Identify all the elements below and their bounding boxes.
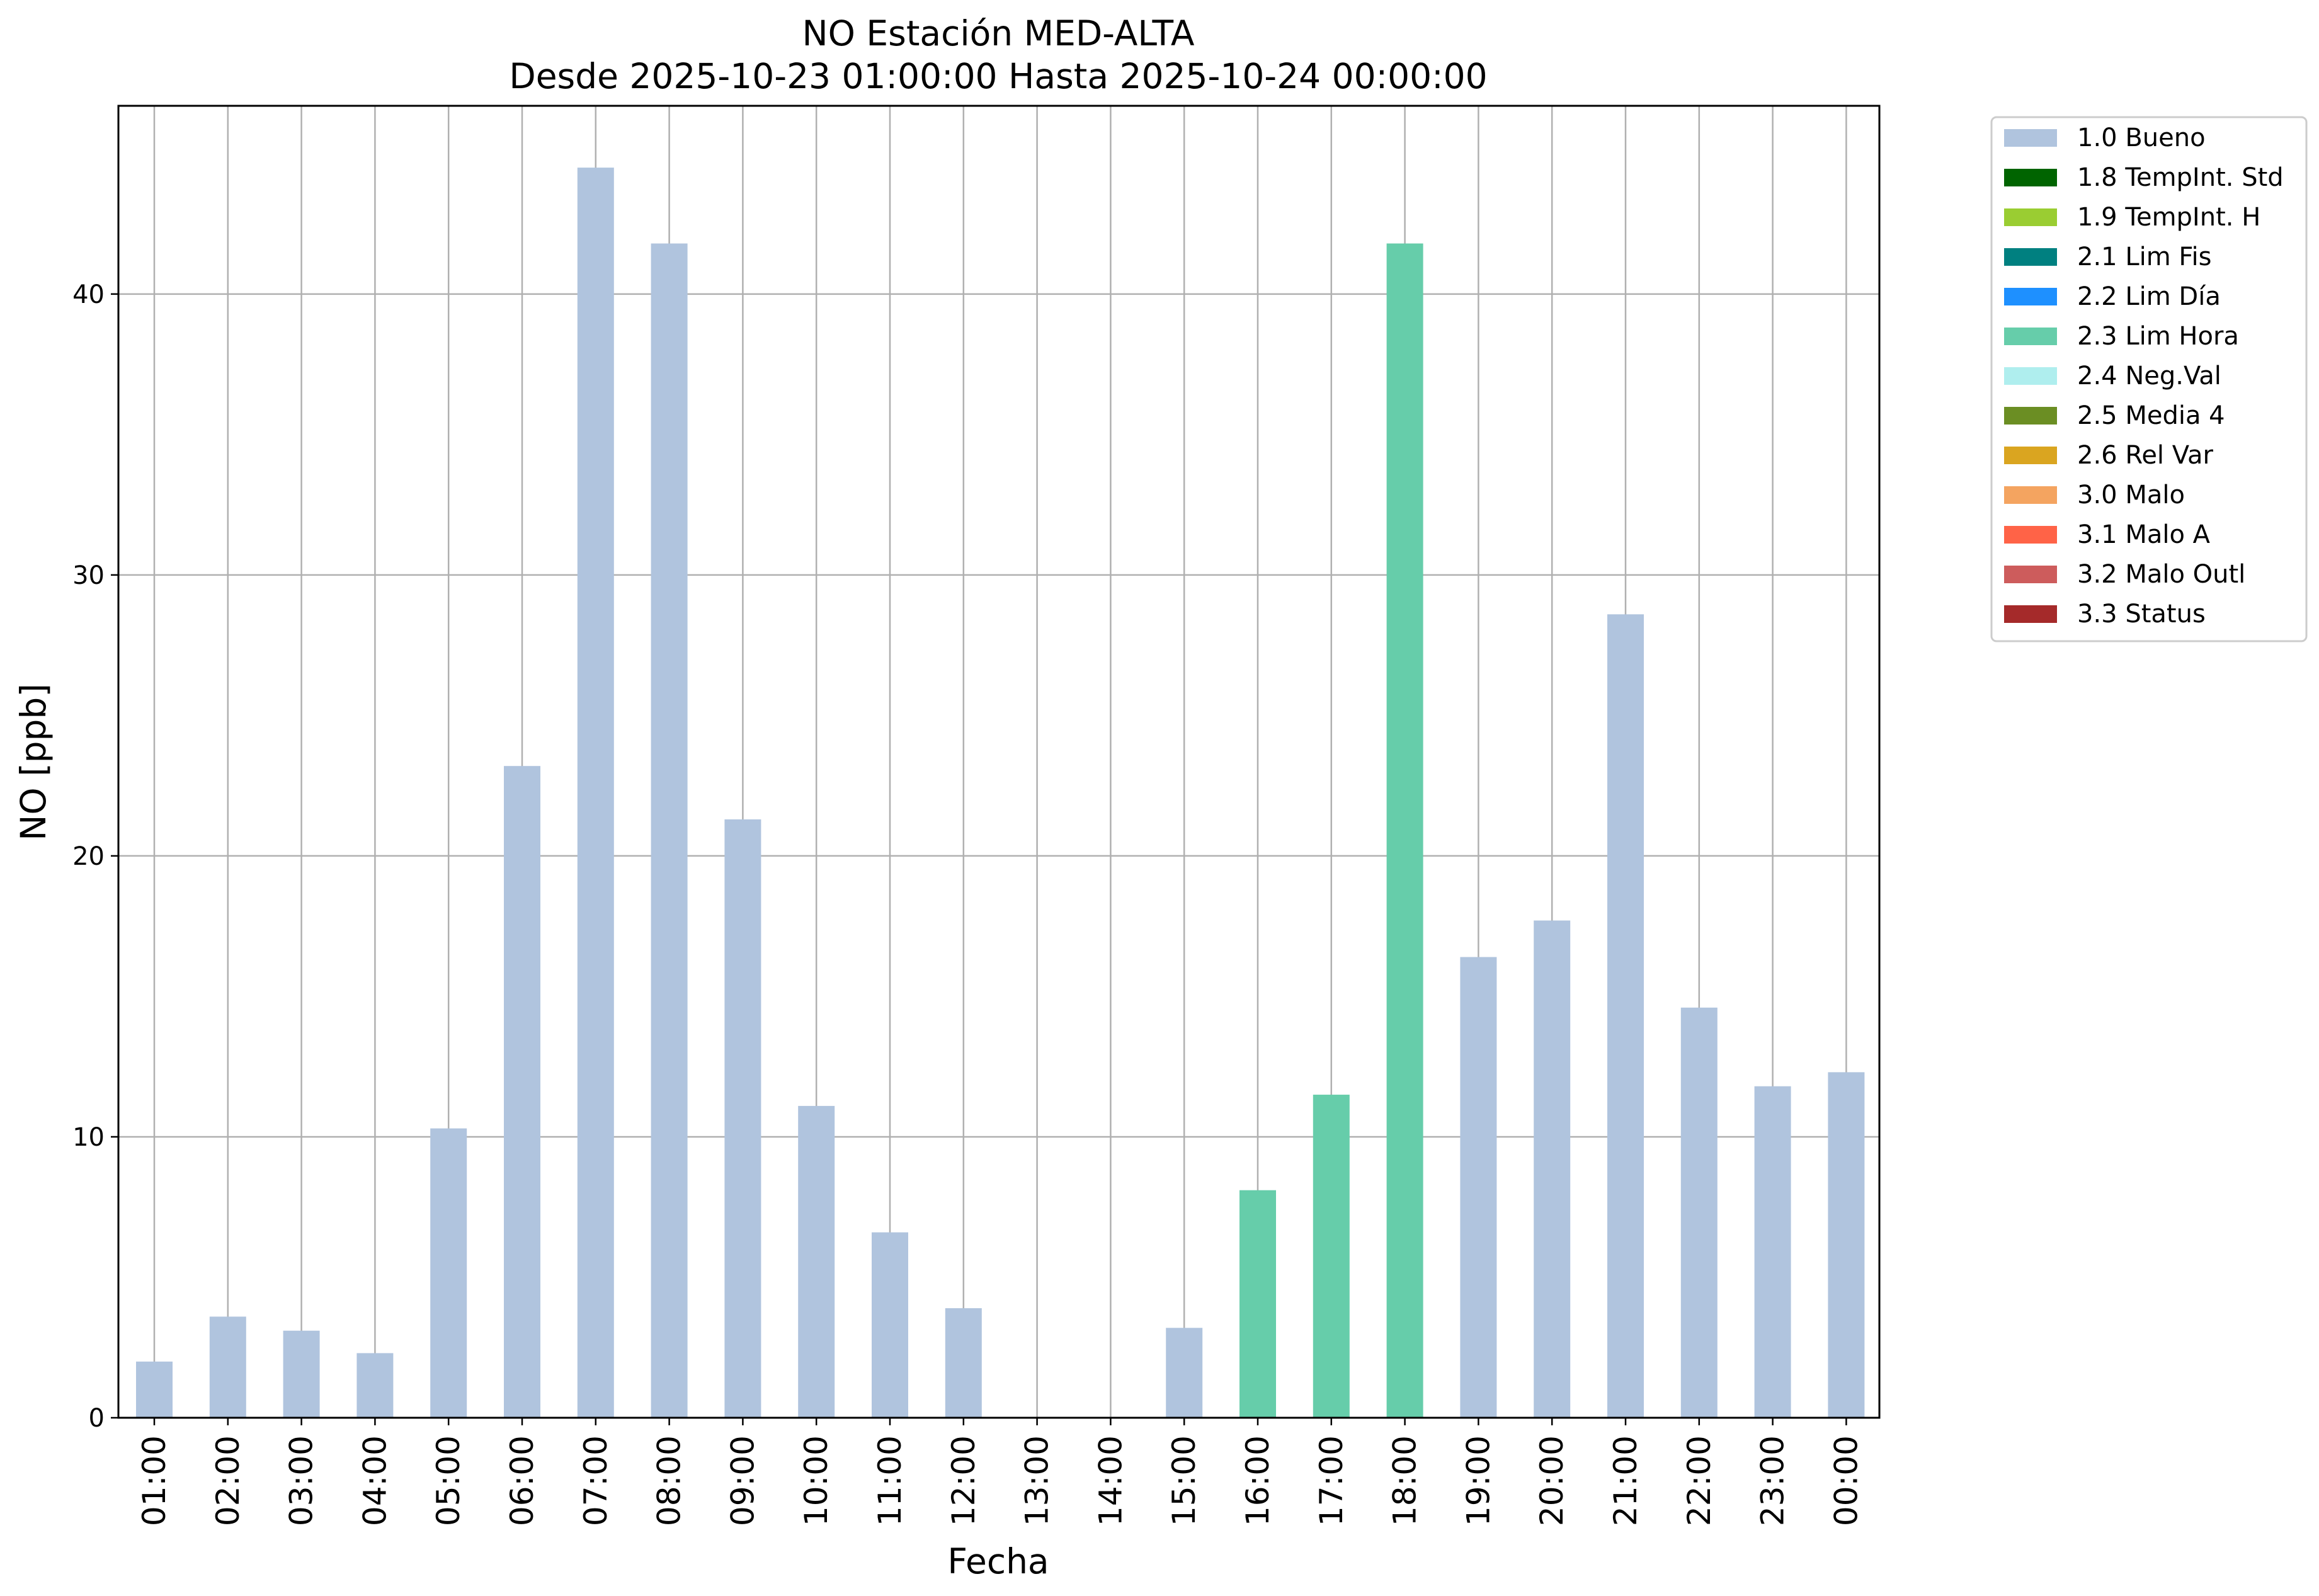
bar-1000 <box>798 1105 835 1418</box>
x-axis-ticks: 01:00 02:00 03:00 04:00 05:00 06:00 07:00 08:00… <box>136 1418 1864 1526</box>
legend-swatch <box>2004 526 2057 544</box>
x-tick-label: 11:00 <box>872 1435 908 1526</box>
bar-1200 <box>945 1308 982 1418</box>
legend-entry-label: 2.3 Lim Hora <box>2077 322 2239 351</box>
legend-entry-label: 1.9 TempInt. H <box>2077 203 2260 232</box>
x-tick-label: 07:00 <box>578 1435 614 1526</box>
x-tick-label: 23:00 <box>1755 1435 1791 1526</box>
x-tick-label: 00:00 <box>1828 1435 1864 1526</box>
legend-swatch <box>2004 288 2057 305</box>
legend-swatch <box>2004 129 2057 147</box>
x-tick-label: 06:00 <box>504 1435 540 1526</box>
x-tick-label: 08:00 <box>651 1435 688 1526</box>
legend-swatch <box>2004 367 2057 385</box>
bar-1700 <box>1313 1095 1350 1418</box>
bar-0000 <box>1828 1072 1865 1418</box>
bar-0300 <box>283 1330 320 1418</box>
x-tick-label: 14:00 <box>1092 1435 1129 1526</box>
legend-entry-label: 3.0 Malo <box>2077 481 2185 510</box>
bar-1500 <box>1166 1328 1203 1418</box>
legend-entry-label: 3.2 Malo Outl <box>2077 560 2245 589</box>
x-axis-label: Fecha <box>947 1541 1049 1582</box>
x-tick-label: 12:00 <box>945 1435 982 1526</box>
y-tick-label: 0 <box>89 1404 105 1433</box>
bar-0200 <box>209 1316 246 1418</box>
x-tick-label: 18:00 <box>1387 1435 1423 1526</box>
y-tick-label: 40 <box>72 280 105 309</box>
x-tick-label: 15:00 <box>1166 1435 1202 1526</box>
x-tick-label: 13:00 <box>1019 1435 1056 1526</box>
legend-swatch <box>2004 407 2057 425</box>
y-tick-label: 30 <box>72 561 105 590</box>
y-axis-label: NO [ppb] <box>13 683 54 841</box>
x-tick-label: 17:00 <box>1313 1435 1350 1526</box>
legend-swatch <box>2004 447 2057 464</box>
x-tick-label: 09:00 <box>724 1435 761 1526</box>
bar-0600 <box>504 766 540 1418</box>
bars-group <box>136 168 1865 1418</box>
x-tick-label: 22:00 <box>1681 1435 1718 1526</box>
chart-subtitle: Desde 2025-10-23 01:00:00 Hasta 2025-10-… <box>509 56 1487 96</box>
y-tick-label: 10 <box>72 1123 105 1152</box>
bar-0400 <box>356 1353 394 1418</box>
legend-entry-label: 2.2 Lim Día <box>2077 282 2221 311</box>
legend-entry-label: 1.8 TempInt. Std <box>2077 163 2284 192</box>
legend-entry-label: 3.1 Malo A <box>2077 520 2211 549</box>
legend-entry-label: 2.6 Rel Var <box>2077 441 2214 470</box>
legend-entry-label: 1.0 Bueno <box>2077 123 2206 152</box>
x-tick-label: 10:00 <box>798 1435 835 1526</box>
bar-1900 <box>1460 957 1497 1418</box>
bar-0100 <box>136 1361 173 1418</box>
bar-0800 <box>651 243 688 1418</box>
bar-1600 <box>1239 1190 1276 1418</box>
legend-swatch <box>2004 566 2057 583</box>
x-tick-label: 05:00 <box>430 1435 467 1526</box>
plot-frame <box>117 105 1881 1419</box>
legend-swatch <box>2004 169 2057 186</box>
x-tick-label: 19:00 <box>1460 1435 1496 1526</box>
x-tick-label: 02:00 <box>210 1435 246 1526</box>
x-tick-label: 03:00 <box>283 1435 320 1526</box>
bar-0500 <box>430 1128 467 1418</box>
legend-entry-label: 2.5 Media 4 <box>2077 401 2225 430</box>
x-tick-label: 21:00 <box>1607 1435 1644 1526</box>
bar-2100 <box>1607 614 1644 1418</box>
legend-entry-label: 2.1 Lim Fis <box>2077 242 2211 271</box>
legend-swatch <box>2004 486 2057 504</box>
legend-box <box>1990 116 2308 642</box>
bar-0900 <box>724 819 761 1418</box>
y-axis-ticks: 0 10 20 30 40 <box>72 280 118 1433</box>
legend-entry-label: 2.4 Neg.Val <box>2077 362 2221 390</box>
x-tick-label: 04:00 <box>356 1435 393 1526</box>
legend-entry-label: 3.3 Status <box>2077 600 2206 629</box>
bar-1800 <box>1386 243 1423 1418</box>
x-tick-label: 16:00 <box>1239 1435 1276 1526</box>
bar-0700 <box>577 168 614 1418</box>
chart-title: NO Estación MED-ALTA <box>802 13 1195 54</box>
bar-1100 <box>872 1232 908 1418</box>
legend-swatch <box>2004 208 2057 226</box>
legend-swatch <box>2004 248 2057 266</box>
x-tick-label: 20:00 <box>1534 1435 1570 1526</box>
bar-2300 <box>1754 1086 1791 1418</box>
bar-2200 <box>1680 1007 1718 1418</box>
bar-2000 <box>1534 920 1571 1418</box>
y-tick-label: 20 <box>72 842 105 871</box>
x-tick-label: 01:00 <box>136 1435 173 1526</box>
legend-swatch <box>2004 605 2057 623</box>
legend: 1.0 Bueno 1.8 TempInt. Std 1.9 TempInt. H 2… <box>1990 116 2308 642</box>
legend-swatch <box>2004 328 2057 345</box>
